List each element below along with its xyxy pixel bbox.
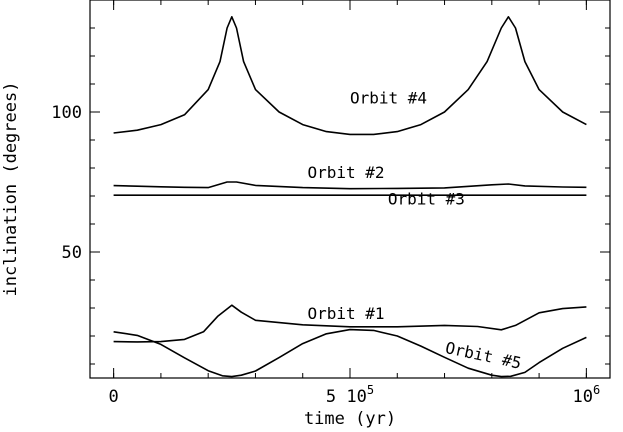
x-tick-label: 106 (573, 383, 601, 407)
tick-labels: 0 5 105 106 50 100 (51, 103, 600, 407)
series-line-1 (113, 16, 587, 136)
y-tick-label: 100 (51, 103, 82, 123)
x-tick-label: 0 (109, 387, 119, 407)
y-tick-label: 50 (62, 243, 82, 263)
series-label: Orbit #1 (307, 304, 384, 323)
x-tick-label-exponent: 5 (367, 383, 374, 397)
series-label: Orbit #5 (444, 338, 523, 373)
series-line-5 (113, 328, 587, 378)
series-label: Orbit #3 (388, 189, 465, 208)
x-tick-label-exponent: 6 (593, 383, 600, 397)
x-tick-label-text: 5 10 (326, 387, 367, 407)
x-tick-label-text: 0 (109, 387, 119, 407)
series-line-2 (113, 181, 587, 190)
x-tick-label: 5 105 (326, 383, 374, 407)
series-label: Orbit #4 (350, 89, 427, 108)
series-lines (113, 16, 587, 378)
tick-marks (90, 0, 610, 378)
x-axis-label: time (yr) (304, 409, 396, 429)
series-line-4 (113, 304, 587, 343)
x-tick-label-text: 10 (573, 387, 593, 407)
y-axis-label: inclination (degrees) (1, 82, 21, 297)
series-label: Orbit #2 (307, 163, 384, 182)
